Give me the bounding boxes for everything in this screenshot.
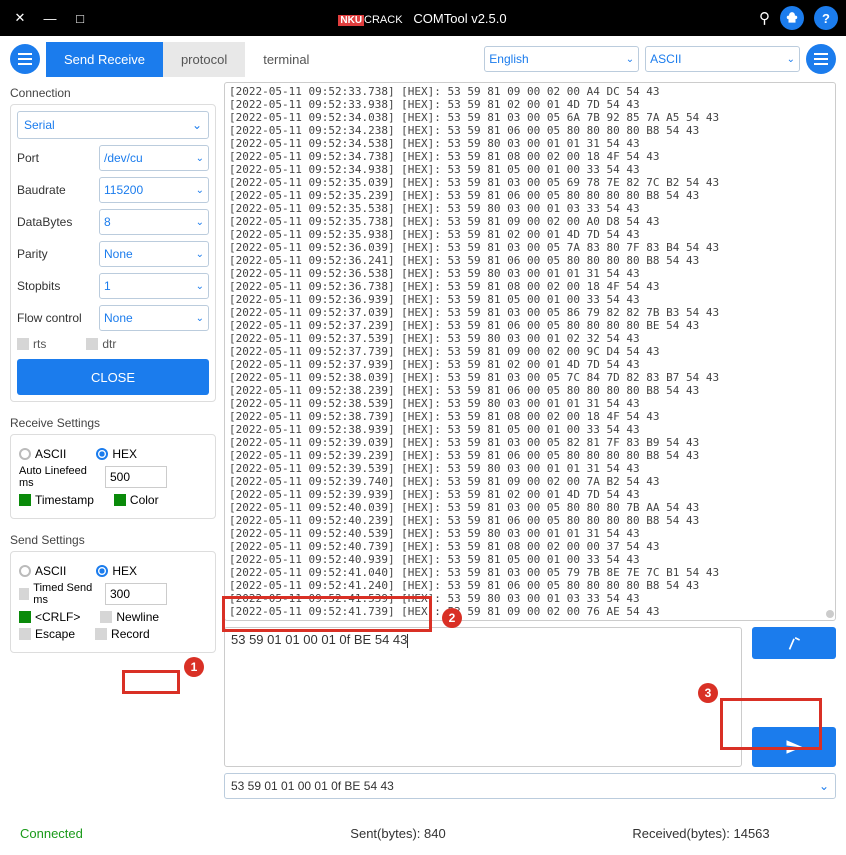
parity-select[interactable]: None⌄ [99,241,209,267]
callout-1-num: 1 [184,657,204,677]
close-button[interactable]: CLOSE [17,359,209,395]
window-title: NKUCRACK COMTool v2.5.0 [86,11,759,26]
callout-1-box [122,670,180,694]
clear-button[interactable] [752,627,836,659]
help-icon[interactable]: ? [814,6,838,30]
status-connected: Connected [20,826,220,841]
callout-3-num: 3 [698,683,718,703]
databytes-label: DataBytes [17,215,99,229]
maximize-icon[interactable]: □ [74,12,86,24]
recv-ascii-radio[interactable]: ASCII [19,447,66,461]
rts-checkbox[interactable]: rts [17,337,46,351]
send-input[interactable]: 53 59 01 01 00 01 0f BE 54 43 [224,627,742,767]
callout-2-num: 2 [442,608,462,628]
titlebar: ✕ — □ NKUCRACK COMTool v2.5.0 ⚲ ? [0,0,846,36]
stopbits-label: Stopbits [17,279,99,293]
baud-select[interactable]: 115200⌄ [99,177,209,203]
recv-settings-panel: ASCII HEX Auto Linefeed ms Timestamp Col… [10,434,216,519]
topbar: Send Receive protocol terminal English⌄ … [0,36,846,82]
log-scrollbar[interactable] [826,610,834,618]
recv-settings-title: Receive Settings [10,416,216,430]
status-received: Received(bytes): 14563 [576,826,826,841]
dtr-checkbox[interactable]: dtr [86,337,116,351]
tab-protocol[interactable]: protocol [163,42,245,77]
flow-label: Flow control [17,311,99,325]
pin-icon[interactable]: ⚲ [759,9,770,27]
recv-hex-radio[interactable]: HEX [96,447,137,461]
databytes-select[interactable]: 8⌄ [99,209,209,235]
port-select[interactable]: /dev/cu⌄ [99,145,209,171]
close-icon[interactable]: ✕ [14,12,26,24]
connection-title: Connection [10,86,216,100]
send-settings-title: Send Settings [10,533,216,547]
tab-terminal[interactable]: terminal [245,42,327,77]
color-checkbox[interactable]: Color [114,493,159,507]
menu-icon[interactable] [10,44,40,74]
autolf-input[interactable] [105,466,167,488]
send-settings-panel: ASCII HEX Timed Send ms <CRLF> Newline E… [10,551,216,653]
send-ascii-radio[interactable]: ASCII [19,564,66,578]
connection-type-select[interactable]: Serial⌄ [17,111,209,139]
escape-checkbox[interactable]: Escape [19,627,75,641]
timestamp-checkbox[interactable]: Timestamp [19,493,94,507]
status-sent: Sent(bytes): 840 [220,826,576,841]
record-checkbox[interactable]: Record [95,627,150,641]
theme-icon[interactable] [780,6,804,30]
language-select[interactable]: English⌄ [484,46,639,72]
callout-3-box [720,698,822,750]
minimize-icon[interactable]: — [44,12,56,24]
flow-select[interactable]: None⌄ [99,305,209,331]
menu-right-icon[interactable] [806,44,836,74]
autolf-label: Auto Linefeed ms [19,465,99,489]
log-area[interactable]: [2022-05-11 09:52:33.738] [HEX]: 53 59 8… [224,82,836,621]
crlf-checkbox[interactable]: <CRLF> [19,610,80,624]
encoding-select[interactable]: ASCII⌄ [645,46,800,72]
timed-send-label: Timed Send ms [33,582,99,606]
history-select[interactable]: 53 59 01 01 00 01 0f BE 54 43⌄ [224,773,836,799]
parity-label: Parity [17,247,99,261]
newline-checkbox[interactable]: Newline [100,610,159,624]
connection-panel: Serial⌄ Port/dev/cu⌄ Baudrate115200⌄ Dat… [10,104,216,402]
timed-send-input[interactable] [105,583,167,605]
stopbits-select[interactable]: 1⌄ [99,273,209,299]
tab-send-receive[interactable]: Send Receive [46,42,163,77]
send-hex-radio[interactable]: HEX [96,564,137,578]
port-label: Port [17,151,99,165]
baud-label: Baudrate [17,183,99,197]
callout-2-box [222,596,432,632]
tabs: Send Receive protocol terminal [46,42,327,77]
status-bar: Connected Sent(bytes): 840 Received(byte… [20,826,826,841]
